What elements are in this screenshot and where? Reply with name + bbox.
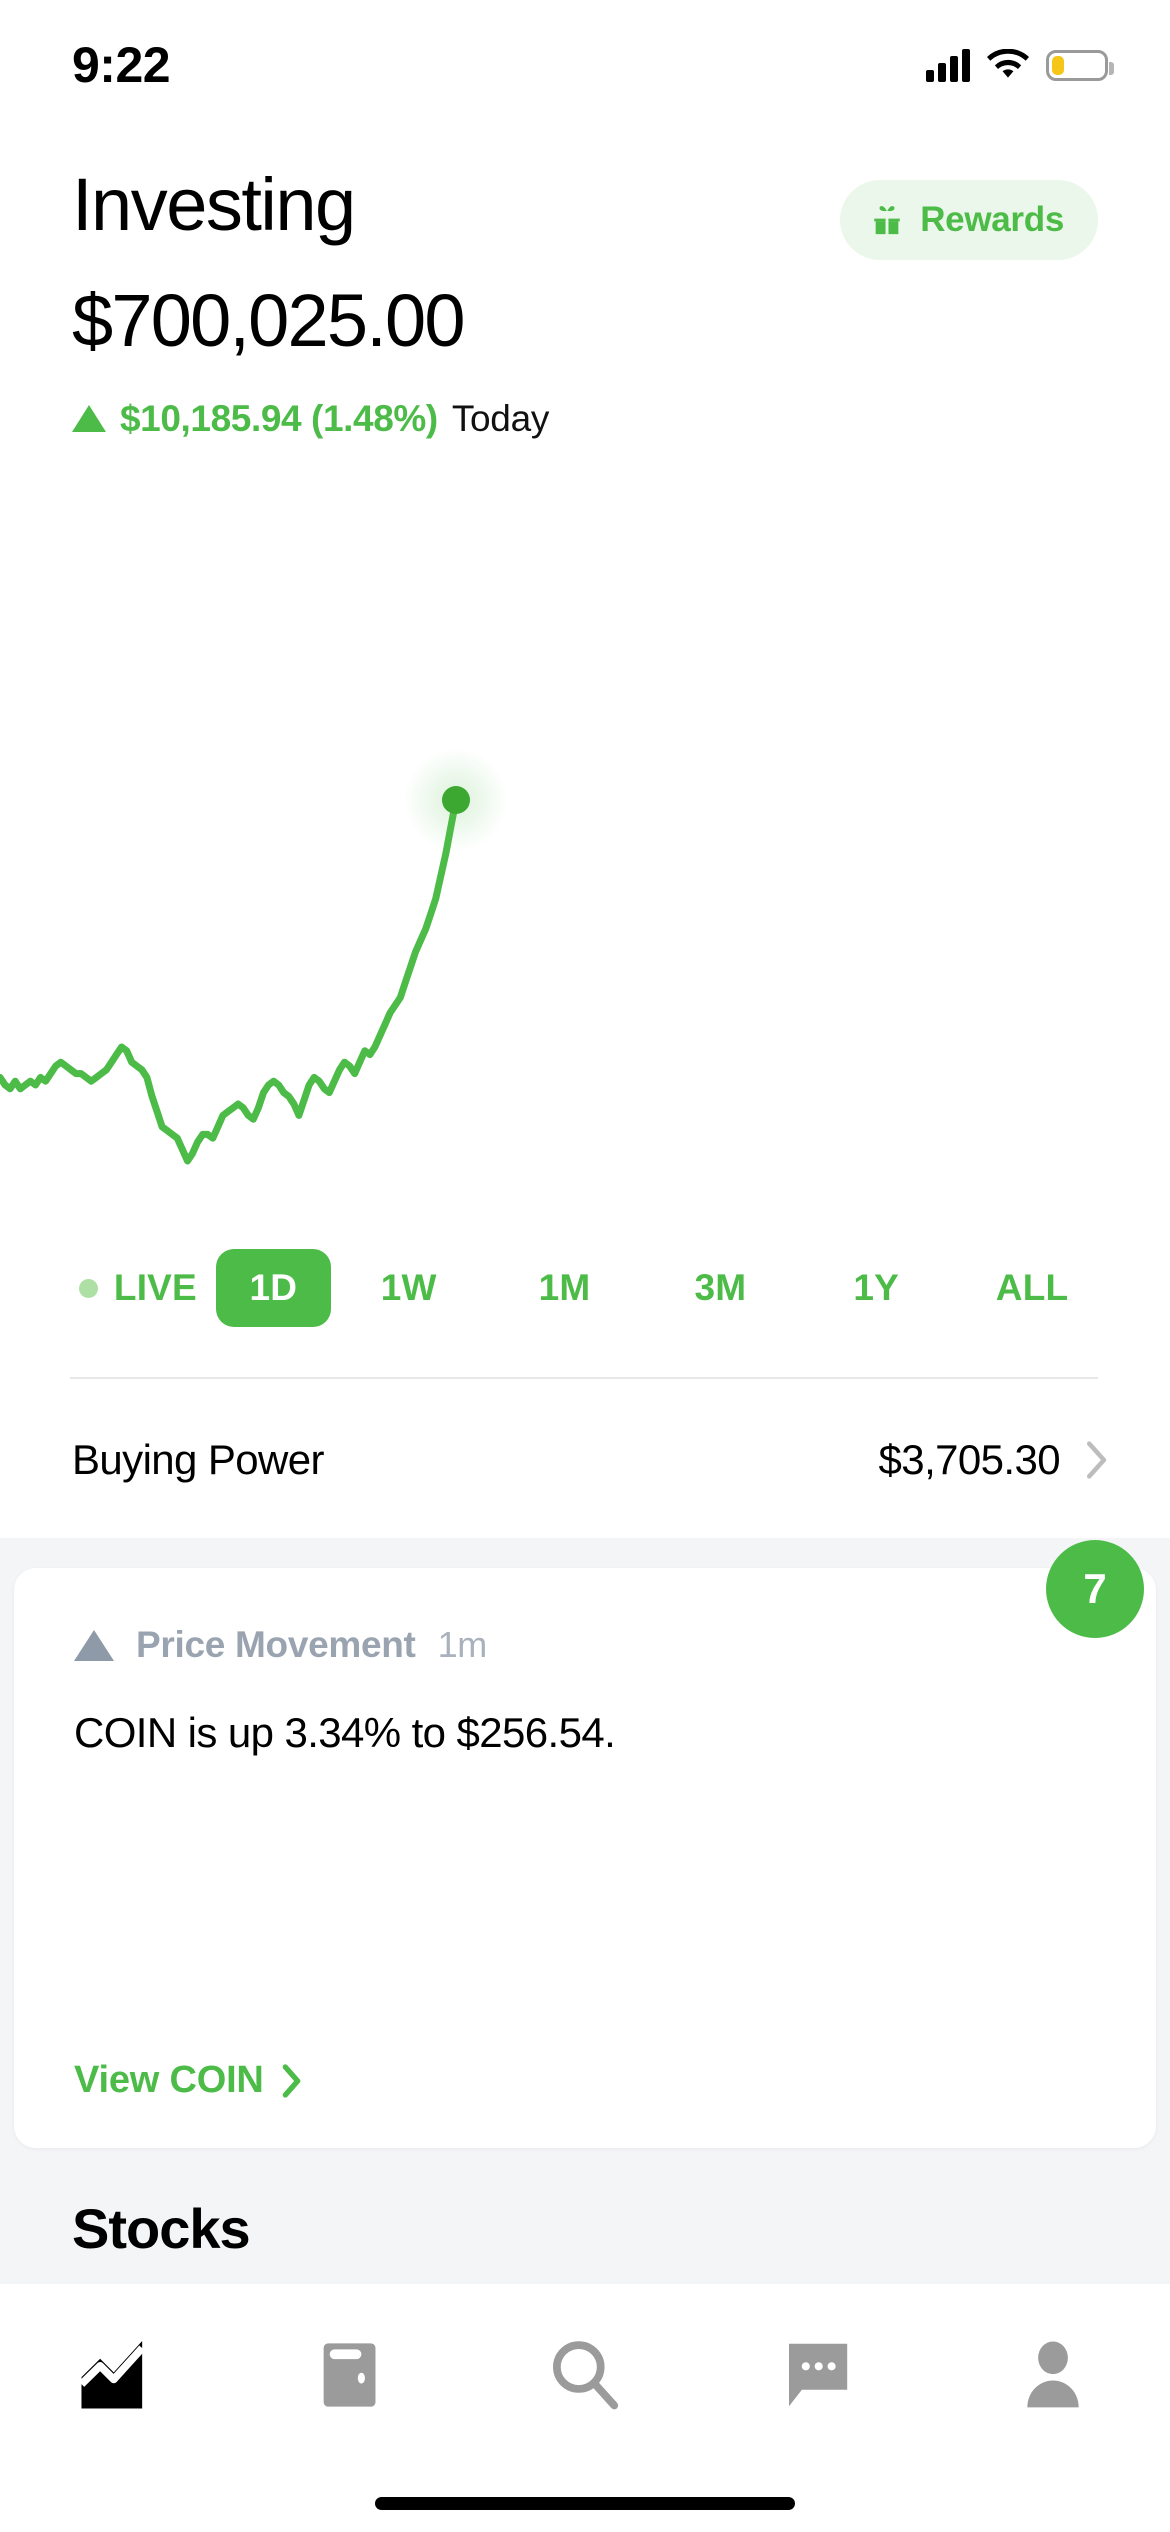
status-bar-time: 9:22	[72, 37, 171, 93]
range-option-1d[interactable]: 1D	[215, 1249, 331, 1327]
notification-time: 1m	[437, 1624, 488, 1665]
range-label-live: LIVE	[113, 1267, 197, 1308]
notification-card[interactable]: Price Movement 1m COIN is up 3.34% to $2…	[14, 1568, 1156, 2148]
tab-search[interactable]	[468, 2320, 702, 2430]
range-option-all[interactable]: ALL	[954, 1249, 1110, 1327]
rewards-label: Rewards	[920, 200, 1064, 239]
notification-card-header: Price Movement 1m	[74, 1624, 1096, 1666]
range-option-3m[interactable]: 3M	[642, 1249, 798, 1327]
tab-bar	[0, 2284, 1170, 2532]
tab-notifications[interactable]	[702, 2320, 936, 2430]
range-label-1d: 1D	[249, 1267, 298, 1308]
chart-endpoint-dot	[442, 786, 470, 814]
chart-zigzag-icon	[78, 2340, 146, 2409]
time-range-selector: LIVE 1D 1W 1M 3M 1Y ALL	[0, 1242, 1170, 1334]
section-divider	[70, 1377, 1098, 1379]
person-icon	[1027, 2341, 1079, 2408]
battery-low-icon	[1046, 49, 1114, 81]
status-bar: 9:22	[0, 0, 1170, 130]
range-option-live[interactable]: LIVE	[60, 1249, 216, 1327]
portfolio-value: $700,025.00	[72, 279, 466, 362]
range-option-1y[interactable]: 1Y	[798, 1249, 954, 1327]
chevron-right-icon	[282, 2063, 301, 2098]
chart-line	[0, 796, 460, 1165]
triangle-up-icon	[74, 1629, 114, 1661]
buying-power-value: $3,705.30	[878, 1436, 1061, 1483]
portfolio-chart-svg	[0, 748, 508, 1165]
tab-account[interactable]	[936, 2320, 1170, 2430]
range-label-1y: 1Y	[853, 1267, 900, 1308]
portfolio-chart[interactable]	[0, 700, 1170, 1210]
buying-power-row[interactable]: Buying Power $3,705.30	[0, 1400, 1170, 1520]
triangle-up-icon	[72, 405, 106, 433]
range-label-all: ALL	[995, 1267, 1069, 1308]
live-dot-icon	[78, 1278, 98, 1298]
page-title: Investing	[72, 163, 356, 246]
home-indicator	[375, 2497, 795, 2510]
rewards-button[interactable]: Rewards	[840, 180, 1098, 260]
portfolio-change-amount: $10,185.94 (1.48%)	[120, 397, 438, 439]
notification-kind: Price Movement	[136, 1624, 416, 1665]
portfolio-change-row: $10,185.94 (1.48%) Today	[72, 398, 1098, 440]
buying-power-label: Buying Power	[72, 1436, 325, 1483]
gift-icon	[874, 206, 900, 235]
investing-header: Investing Rewards $700,025.00 $10,185.94…	[0, 168, 1170, 440]
range-label-1m: 1M	[538, 1267, 591, 1308]
tab-banking[interactable]	[234, 2320, 468, 2430]
tab-investing[interactable]	[0, 2320, 234, 2430]
notification-body: COIN is up 3.34% to $256.54.	[74, 1709, 616, 1756]
chat-bubble-icon	[789, 2343, 848, 2407]
cellular-signal-icon	[926, 48, 970, 82]
view-coin-link[interactable]: View COIN	[74, 2059, 302, 2102]
wallet-icon	[323, 2343, 376, 2407]
notification-badge-count: 7	[1083, 1565, 1107, 1612]
stocks-section-heading: Stocks	[72, 2197, 251, 2260]
search-icon	[553, 2341, 619, 2410]
chevron-right-icon	[1086, 1441, 1107, 1479]
range-option-1w[interactable]: 1W	[331, 1249, 487, 1327]
range-label-1w: 1W	[380, 1267, 437, 1308]
portfolio-change-period: Today	[451, 397, 550, 439]
range-label-3m: 3M	[694, 1267, 747, 1308]
status-bar-indicators	[926, 48, 1114, 82]
notification-badge[interactable]: 7	[1046, 1540, 1144, 1638]
wifi-icon	[987, 49, 1029, 78]
range-option-1m[interactable]: 1M	[487, 1249, 643, 1327]
view-coin-label: View COIN	[74, 2059, 264, 2101]
